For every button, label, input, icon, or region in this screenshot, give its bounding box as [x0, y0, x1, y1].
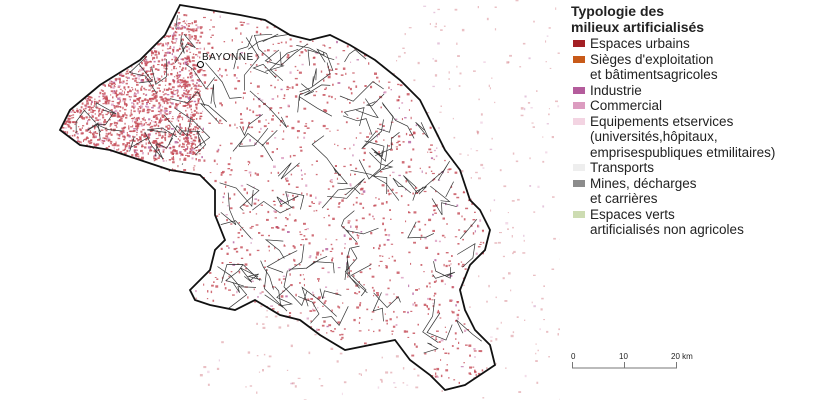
legend-item: Equipements etservices (universités,hôpi…	[571, 114, 821, 161]
legend-swatch	[573, 164, 585, 171]
legend-item: Commercial	[571, 98, 821, 114]
legend-swatch	[573, 86, 585, 94]
legend-swatch	[573, 40, 585, 47]
scale-tick-label: 0	[571, 352, 576, 361]
legend-item: Industrie	[571, 83, 821, 99]
legend-label: Espaces verts artificialisés non agricol…	[590, 206, 744, 238]
scale-tick-label: 20 km	[671, 352, 693, 361]
scale-bar: 0 10 20 km	[571, 352, 711, 376]
artificialized-areas	[62, 0, 560, 400]
legend-label: Commercial	[590, 98, 663, 113]
legend-item: Espaces verts artificialisés non agricol…	[571, 207, 821, 238]
legend-item: Sièges d'exploitation et bâtimentsagrico…	[571, 52, 821, 83]
legend-label: Mines, décharges et carrières	[590, 175, 697, 207]
legend-item: Transports	[571, 160, 821, 176]
legend-title-line: Typologie des	[571, 3, 665, 19]
legend-swatch	[573, 55, 585, 63]
legend-title-line: milieux artificialisés	[571, 19, 705, 35]
territory-outline	[58, 4, 497, 391]
legend: Typologie des milieux artificialisés Esp…	[571, 3, 821, 238]
legend-swatch	[573, 179, 585, 187]
legend-swatch	[573, 102, 585, 109]
legend-title: Typologie des milieux artificialisés	[571, 3, 821, 35]
legend-label: Industrie	[590, 82, 642, 98]
scale-tick-label: 10	[619, 352, 628, 361]
city-marker-icon	[197, 61, 204, 68]
legend-label: Transports	[590, 160, 655, 175]
legend-item: Espaces urbains	[571, 36, 821, 52]
city-label: BAYONNE	[202, 52, 254, 63]
legend-label: Sièges d'exploitation et bâtimentsagrico…	[590, 51, 718, 83]
legend-item: Mines, décharges et carrières	[571, 176, 821, 207]
legend-swatch	[573, 117, 585, 125]
commune-boundaries	[75, 15, 482, 354]
legend-label: Espaces urbains	[590, 36, 690, 51]
legend-swatch	[573, 210, 585, 218]
map	[58, 0, 560, 400]
legend-label: Equipements etservices (universités,hôpi…	[590, 113, 776, 160]
